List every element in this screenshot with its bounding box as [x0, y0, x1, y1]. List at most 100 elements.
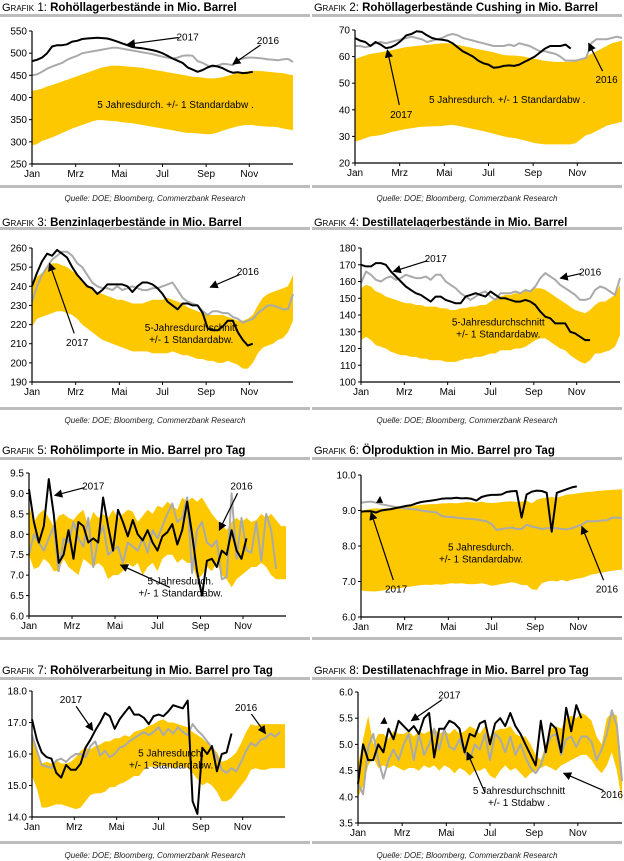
y-tick-label: 260	[10, 244, 27, 255]
x-tick-label: Jan	[21, 621, 37, 632]
chart-title-text: Rohöllagerbestände Cushing in Mio. Barre…	[362, 2, 598, 14]
x-tick-label: Jul	[482, 168, 495, 179]
y-tick-label: 210	[10, 339, 27, 350]
x-tick-label: Mrz	[66, 822, 83, 833]
chart-svg: 250 300 350 400 450 500 550 Jan Mrz Mai Jul Sep Nov 5…	[10, 27, 294, 180]
footer-rule	[312, 407, 622, 410]
chart-title: Grafik 3: Benzinlagerbestände in Mio. Ba…	[2, 217, 242, 229]
series-line-2017	[360, 262, 591, 342]
series-line-2017	[31, 699, 233, 815]
y-tick-label: 300	[10, 137, 27, 148]
x-tick-label: Mai	[436, 168, 452, 179]
x-tick-label: Jul	[156, 387, 169, 398]
y-tick-label: 4.5	[339, 766, 353, 777]
y-tick-label: 70	[339, 26, 351, 37]
y-tick-label: 15.0	[8, 781, 28, 792]
x-tick-label: Jan	[24, 169, 40, 180]
footer-rule	[0, 841, 310, 844]
footer-rule	[312, 637, 622, 640]
x-tick-label: Mai	[111, 169, 127, 180]
y-tick-label: 7.5	[10, 550, 24, 561]
title-rule	[312, 227, 622, 230]
x-tick-label: Mai	[438, 828, 454, 839]
annotation-arrow	[369, 511, 394, 581]
x-tick-label: Jan	[353, 387, 369, 398]
chart-title-number: 8:	[349, 665, 359, 677]
footer-rule	[0, 637, 310, 640]
x-tick-label: Nov	[234, 822, 252, 833]
series-annotation-label: 2016	[230, 481, 253, 492]
series-line-2016	[31, 723, 281, 774]
y-tick-label: 240	[10, 282, 27, 293]
chart-svg: 20 30 40 50 60 70 Jan Mrz Mai Jul Sep Nov 5 Jahresdu…	[339, 26, 623, 179]
annotation-arrow	[75, 705, 94, 732]
y-tick-label: 250	[10, 160, 27, 171]
band-label: +/- 1 Standardabw.	[439, 554, 523, 565]
chart-source: Quelle: DOE; Bloomberg, Commerzbank Rese…	[376, 194, 558, 203]
y-tick-label: 9.0	[342, 506, 356, 517]
x-tick-label: Mrz	[67, 169, 84, 180]
annotation-arrow	[588, 42, 604, 72]
y-tick-label: 14.0	[8, 813, 28, 824]
series-annotation-label: 2016	[596, 585, 619, 596]
chart-source: Quelle: DOE; Bloomberg, Commerzbank Rese…	[64, 416, 246, 425]
chart-source: Quelle: DOE; Bloomberg, Commerzbank Rese…	[376, 416, 558, 425]
annotation-arrow	[559, 272, 582, 281]
x-tick-label: Mai	[107, 621, 123, 632]
band-label: +/- 1 Stdabw .	[488, 798, 550, 809]
title-rule	[0, 14, 310, 17]
chart-title: Grafik 6: Ölproduktion in Mio. Barrel pr…	[314, 445, 555, 457]
chart-svg: 6.0 7.0 8.0 9.0 10.0 Jan Mrz Mai Jul Sep Nov 5 Jahr…	[337, 471, 623, 633]
series-annotation-label: 2016	[601, 790, 624, 801]
chart-panel-6: Grafik 6: Ölproduktion in Mio. Barrel pr…	[312, 425, 624, 640]
x-tick-label: Nov	[568, 168, 586, 179]
series-annotation-label: 2017	[385, 585, 408, 596]
chart-panel-8: Grafik 8: Destillatenachfrage in Mio. Ba…	[312, 640, 624, 860]
series-annotation-label: 2017	[390, 110, 413, 121]
x-tick-label: Mrz	[64, 621, 81, 632]
y-tick-label: 6.0	[339, 688, 353, 699]
x-tick-label: Jan	[24, 387, 40, 398]
chart-title-text: Destillatelagerbestände in Mio. Barrel	[362, 217, 568, 229]
x-tick-label: Jan	[347, 168, 363, 179]
x-tick-label: Mai	[440, 622, 456, 633]
chart-source: Quelle: DOE; Bloomberg, Commerzbank Rese…	[376, 851, 558, 860]
x-tick-label: Mrz	[394, 828, 411, 839]
chart-title-prefix: Grafik	[314, 445, 347, 457]
title-rule	[0, 677, 310, 680]
title-rule	[312, 677, 622, 680]
y-tick-label: 6.5	[10, 591, 24, 602]
x-tick-label: Jan	[353, 622, 369, 633]
arrowhead-icon	[376, 495, 384, 503]
x-tick-label: Mrz	[391, 168, 408, 179]
band-label: 5-Jahresdurchschnitt	[452, 318, 545, 329]
chart-panel-3: Grafik 3: Benzinlagerbestände in Mio. Ba…	[0, 210, 312, 425]
y-tick-label: 9.5	[10, 469, 24, 480]
chart-svg: 190 200 210 220 230 240 250 260 Jan Mrz Mai Jul Sep N…	[10, 244, 294, 398]
chart-svg: 6.0 6.5 7.0 7.5 8.0 8.5 9.0 9.5 Jan Mrz Mai Jul Sep N…	[10, 469, 286, 632]
band-label: +/- 1 Standardabw.	[139, 589, 223, 600]
y-tick-label: 6.0	[342, 613, 356, 624]
x-tick-label: Mrz	[67, 387, 84, 398]
x-tick-label: Sep	[197, 387, 215, 398]
chart-title-number: 1:	[37, 2, 47, 14]
footer-rule	[312, 185, 622, 188]
y-tick-label: 450	[10, 71, 27, 82]
y-tick-label: 9.0	[10, 489, 24, 500]
series-annotation-label: 2017	[60, 695, 83, 706]
chart-title-prefix: Grafik	[2, 445, 35, 457]
annotation-arrow	[384, 49, 400, 106]
y-tick-label: 7.0	[342, 577, 356, 588]
x-tick-label: Jan	[24, 822, 40, 833]
y-tick-label: 500	[10, 49, 27, 60]
y-tick-label: 180	[339, 244, 356, 255]
x-tick-label: Sep	[525, 387, 543, 398]
chart-source: Quelle: DOE; Bloomberg, Commerzbank Rese…	[64, 851, 246, 860]
chart-title-text: Rohöllagerbestände in Mio. Barrel	[50, 2, 237, 14]
x-tick-label: Mrz	[396, 622, 413, 633]
series-line-2017	[354, 30, 572, 69]
chart-title-text: Destillatenachfrage in Mio. Barrel pro T…	[362, 665, 589, 677]
x-tick-label: Jul	[151, 621, 164, 632]
chart-title-prefix: Grafik	[2, 2, 35, 14]
band-label: 5 Jahresdurch. +/- 1 Standardabw .	[97, 100, 253, 111]
